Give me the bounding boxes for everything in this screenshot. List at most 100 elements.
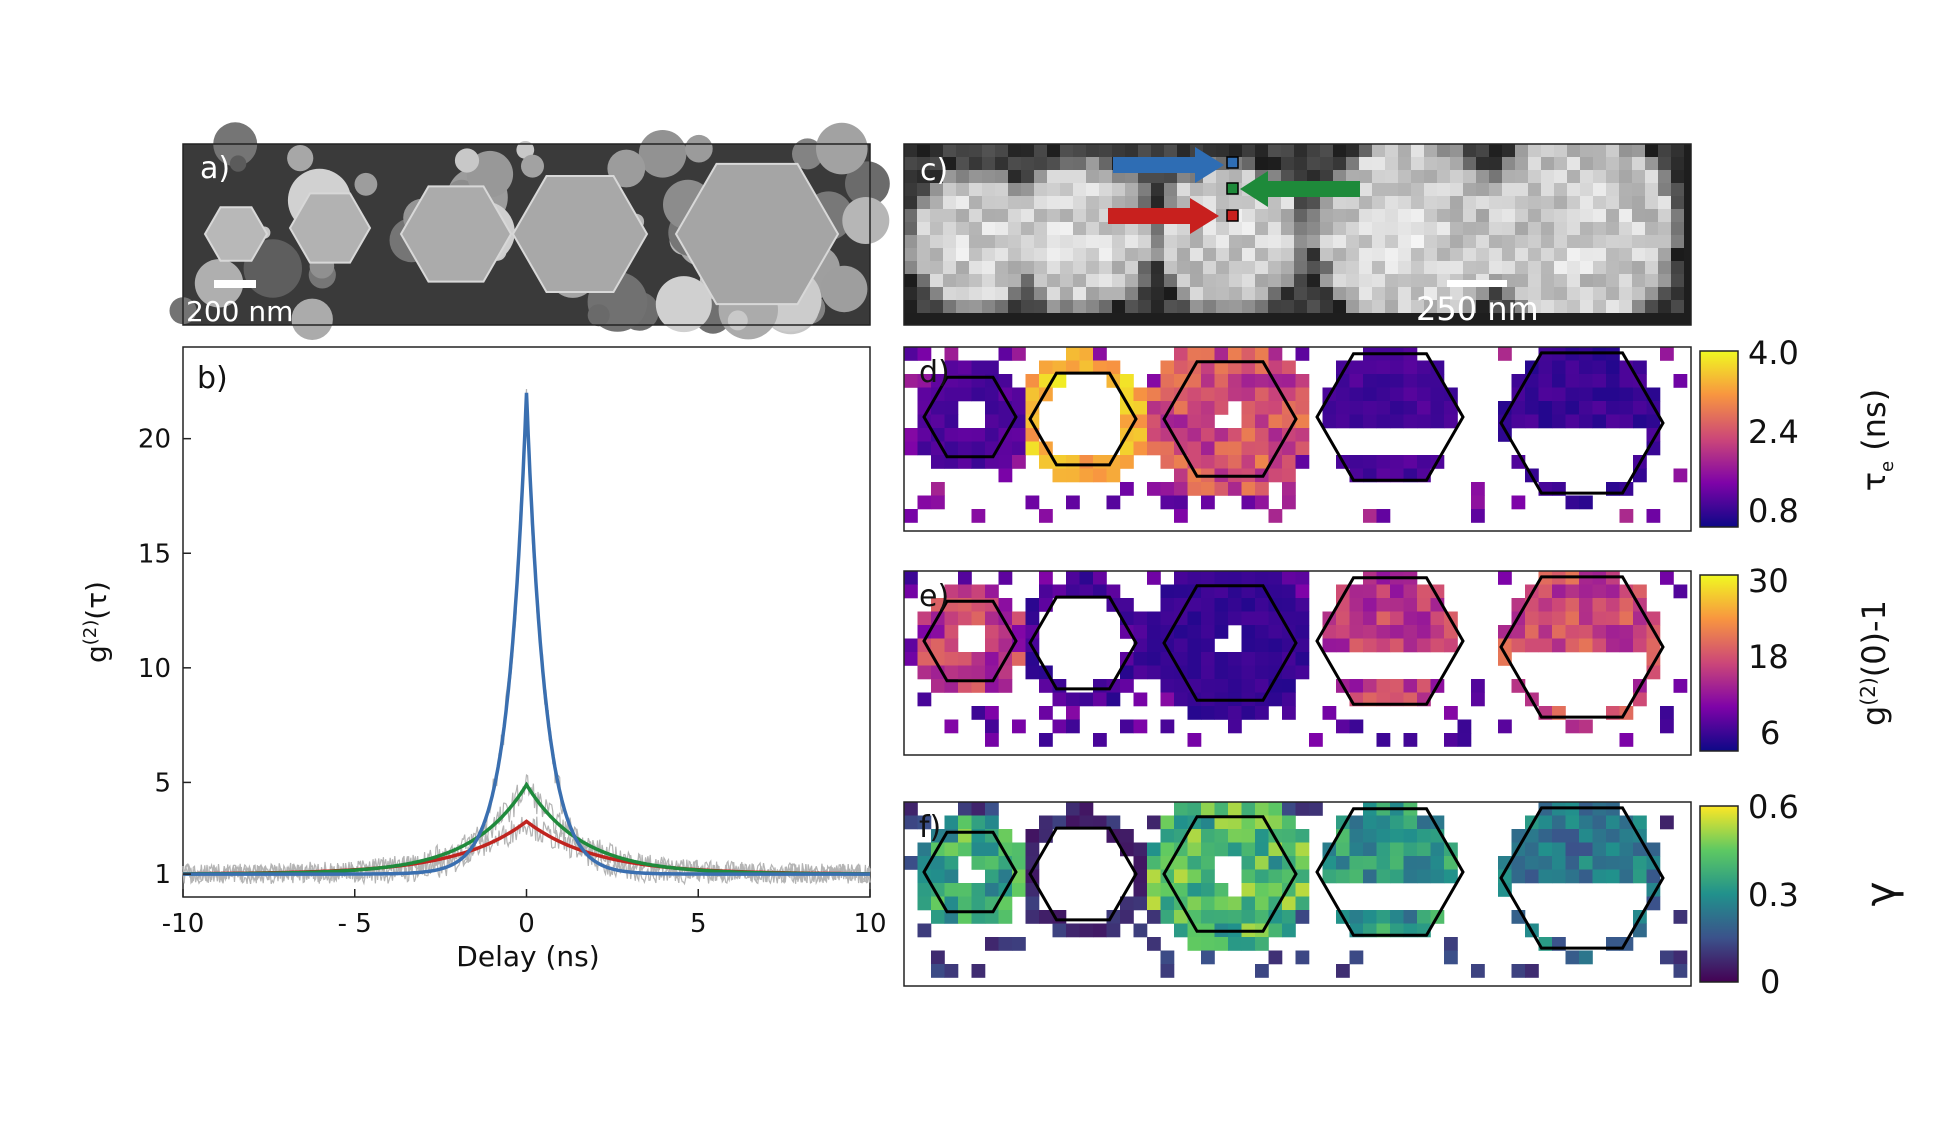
map-pixel bbox=[1363, 401, 1377, 415]
green-pixel-marker bbox=[1226, 182, 1239, 195]
map-pixel bbox=[1565, 401, 1580, 415]
image-pixel bbox=[1671, 222, 1684, 235]
image-pixel bbox=[1151, 300, 1164, 313]
image-pixel bbox=[1346, 170, 1359, 183]
map-pixel bbox=[971, 679, 986, 693]
image-pixel bbox=[1463, 157, 1476, 170]
image-pixel bbox=[1242, 222, 1255, 235]
sem-grain bbox=[655, 276, 712, 333]
image-pixel bbox=[1411, 222, 1424, 235]
map-pixel bbox=[1174, 401, 1188, 415]
image-pixel bbox=[1112, 287, 1125, 300]
image-pixel bbox=[1411, 300, 1424, 313]
map-pixel bbox=[1336, 842, 1350, 857]
fit-curves bbox=[183, 392, 870, 876]
map-pixel bbox=[1444, 706, 1458, 720]
image-pixel bbox=[1593, 144, 1606, 157]
map-pixel bbox=[1214, 842, 1229, 857]
image-pixel bbox=[1086, 183, 1099, 196]
map-pixel bbox=[931, 964, 945, 978]
map-pixel bbox=[1565, 584, 1580, 599]
map-pixel bbox=[1565, 815, 1580, 830]
map-pixel bbox=[1592, 856, 1607, 870]
panel-e-label: e) bbox=[919, 579, 949, 614]
map-pixel bbox=[1349, 598, 1364, 612]
map-pixel bbox=[1349, 869, 1364, 884]
image-pixel bbox=[1502, 300, 1515, 313]
image-pixel bbox=[1307, 235, 1320, 248]
image-pixel bbox=[904, 196, 917, 209]
sem-grain bbox=[816, 122, 868, 175]
map-pixel bbox=[1039, 679, 1053, 693]
image-pixel bbox=[1164, 144, 1177, 157]
map-pixel bbox=[1268, 401, 1283, 415]
image-pixel bbox=[1424, 144, 1437, 157]
image-pixel bbox=[1541, 287, 1554, 300]
map-pixel bbox=[1295, 802, 1310, 816]
image-pixel bbox=[1047, 144, 1060, 157]
map-pixel bbox=[1417, 374, 1431, 388]
map-pixel bbox=[1579, 815, 1593, 830]
image-pixel bbox=[1528, 170, 1541, 183]
map-pixel bbox=[1039, 733, 1053, 747]
map-pixel bbox=[1025, 598, 1040, 612]
map-pixel bbox=[1403, 856, 1418, 870]
map-pixel bbox=[1430, 611, 1445, 626]
image-pixel bbox=[1554, 287, 1567, 300]
image-pixel bbox=[904, 274, 917, 287]
map-pixel bbox=[1363, 360, 1377, 375]
image-pixel bbox=[1060, 209, 1073, 222]
image-pixel bbox=[1008, 274, 1021, 287]
map-pixel bbox=[1241, 652, 1256, 666]
image-pixel bbox=[1593, 248, 1606, 261]
map-pixel bbox=[1295, 441, 1310, 456]
image-pixel bbox=[1359, 144, 1372, 157]
map-pixel bbox=[1160, 829, 1175, 843]
map-pixel bbox=[1390, 598, 1404, 612]
map-pixel bbox=[1444, 937, 1458, 951]
image-pixel bbox=[1216, 170, 1229, 183]
image-pixel bbox=[1580, 170, 1593, 183]
image-pixel bbox=[1502, 287, 1515, 300]
map-pixel bbox=[1565, 869, 1580, 884]
image-pixel bbox=[1411, 157, 1424, 170]
image-pixel bbox=[1411, 287, 1424, 300]
map-pixel bbox=[904, 347, 918, 361]
map-pixel bbox=[1268, 584, 1283, 599]
map-pixel bbox=[1592, 360, 1607, 375]
image-pixel bbox=[1099, 274, 1112, 287]
map-pixel bbox=[1606, 815, 1620, 830]
image-pixel bbox=[1112, 300, 1125, 313]
map-pixel bbox=[1255, 401, 1269, 415]
map-pixel bbox=[1417, 856, 1431, 870]
map-pixel bbox=[1255, 638, 1269, 653]
image-pixel bbox=[1151, 261, 1164, 274]
map-pixel bbox=[1592, 598, 1607, 612]
map-pixel bbox=[1349, 455, 1364, 469]
map-pixel bbox=[1012, 611, 1026, 626]
map-pixel bbox=[1633, 856, 1647, 870]
map-pixel bbox=[1241, 815, 1256, 830]
map-pixel bbox=[944, 652, 959, 666]
map-pixel bbox=[1295, 611, 1310, 626]
image-pixel bbox=[1619, 261, 1632, 274]
map-pixel bbox=[1174, 638, 1188, 653]
image-pixel bbox=[1489, 183, 1502, 196]
image-pixel bbox=[943, 248, 956, 261]
map-pixel bbox=[1133, 652, 1148, 666]
map-pixel bbox=[1538, 625, 1553, 639]
map-pixel bbox=[1579, 829, 1593, 843]
map-pixel bbox=[1268, 883, 1283, 897]
image-pixel bbox=[1060, 196, 1073, 209]
map-pixel bbox=[1039, 706, 1053, 720]
map-pixel bbox=[1214, 910, 1229, 924]
map-pixel bbox=[1241, 598, 1256, 612]
map-pixel bbox=[1538, 815, 1553, 830]
image-pixel bbox=[1164, 170, 1177, 183]
image-pixel bbox=[1567, 300, 1580, 313]
map-pixel bbox=[1390, 856, 1404, 870]
image-pixel bbox=[1398, 261, 1411, 274]
map-pixel bbox=[1241, 387, 1256, 402]
image-pixel bbox=[982, 209, 995, 222]
image-pixel bbox=[1021, 157, 1034, 170]
